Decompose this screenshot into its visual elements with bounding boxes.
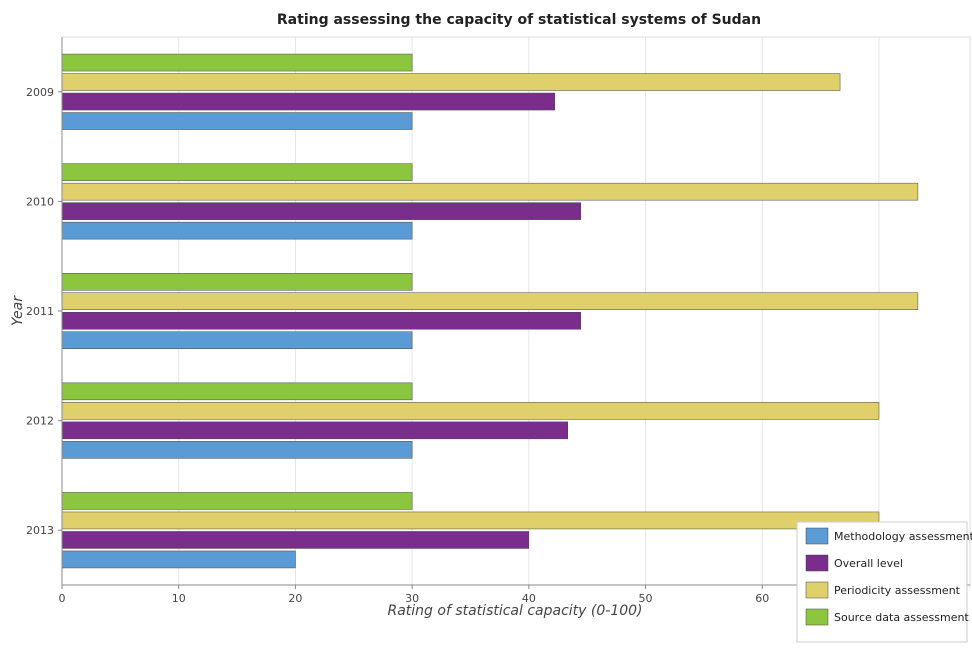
y-tick-label: 2012 [26,415,54,428]
legend-swatch [805,608,829,626]
bars [61,53,919,569]
bar [61,73,841,91]
bar [61,382,413,401]
legend-label: Source data assessment [834,611,969,624]
legend-swatch [805,527,829,545]
legend-label: Overall level [834,557,903,570]
bar [61,202,581,220]
y-tick-label: 2011 [26,305,54,318]
bar [61,292,919,310]
bar [61,163,413,181]
legend-label: Periodicity assessment [834,584,961,597]
bar [61,53,413,72]
legend-swatch [805,581,829,599]
chart-title: Rating assessing the capacity of statist… [277,12,761,28]
bar [61,492,413,510]
y-tick-label: 2010 [26,195,54,208]
bar [61,221,413,240]
x-tick-label: 30 [405,592,419,605]
bar [61,331,413,349]
bar [61,421,568,440]
bar [61,92,556,111]
bar [61,112,413,130]
x-tick-label: 20 [288,592,302,605]
x-tick-label: 10 [172,592,186,605]
bar [61,182,919,201]
y-tick-label: 2013 [26,524,54,537]
y-axis-title: Year [10,295,26,326]
y-tick-label: 2009 [26,86,54,99]
bar [61,402,880,420]
x-tick-label: 40 [522,592,536,605]
bar [61,273,413,291]
bar [61,531,530,549]
bar [61,511,880,530]
legend: Methodology assessment Overall level Perio… [796,521,972,643]
legend-label: Methodology assessment [834,530,972,543]
x-axis-title: Rating of statistical capacity (0-100) [387,603,642,619]
x-tick-label: 50 [639,592,653,605]
x-tick-label: 60 [755,592,769,605]
legend-swatch [805,554,829,572]
bar [61,441,413,459]
x-tick-label: 0 [59,592,66,605]
bar [61,312,581,330]
bar [61,550,296,569]
